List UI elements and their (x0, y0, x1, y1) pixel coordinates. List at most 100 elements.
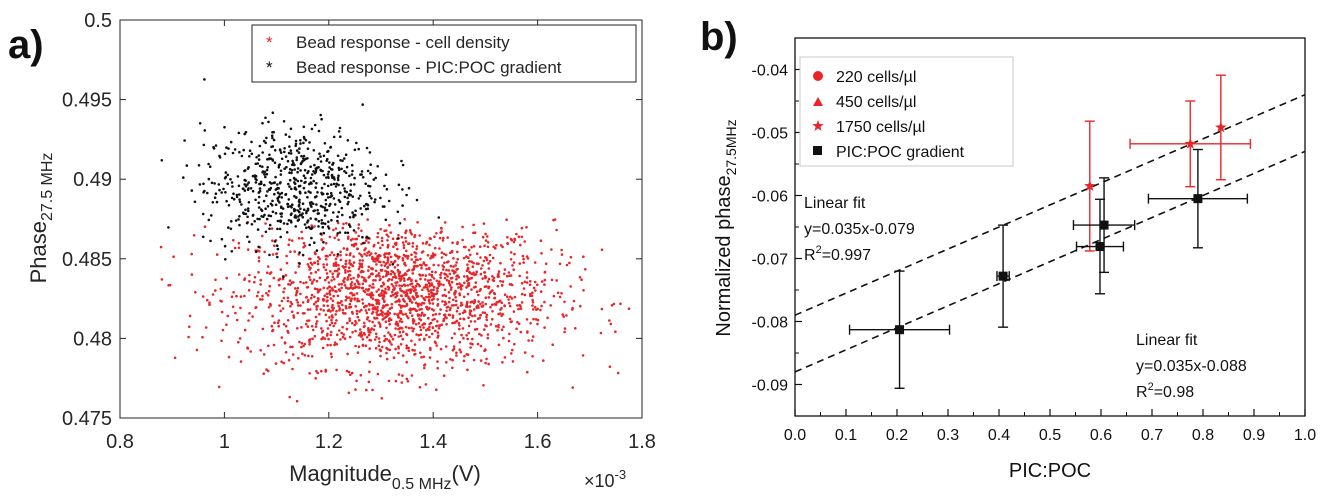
red-point (301, 352, 304, 356)
red-point (431, 313, 435, 317)
red-point (204, 326, 208, 329)
red-point (362, 289, 366, 293)
black-point (273, 192, 276, 196)
red-point (386, 285, 390, 289)
black-point (227, 147, 230, 150)
black-point (248, 155, 251, 158)
red-point (508, 283, 512, 286)
red-point (372, 259, 375, 263)
black-point (311, 202, 315, 206)
red-point (390, 302, 394, 306)
red-point (219, 287, 223, 291)
panel-a-letter: a) (8, 23, 44, 67)
red-point (526, 370, 529, 374)
red-point (375, 290, 379, 293)
red-point (334, 261, 338, 264)
red-point (278, 304, 281, 307)
red-point (337, 238, 340, 242)
black-point (267, 120, 270, 124)
red-point (496, 273, 500, 277)
red-point (267, 289, 271, 293)
black-point (302, 154, 306, 158)
red-point (201, 295, 205, 298)
black-point (359, 194, 362, 198)
red-point (310, 355, 314, 358)
red-point (614, 330, 617, 334)
red-point (483, 244, 486, 248)
panel-a-legend: * Bead response - cell density * Bead re… (251, 24, 637, 83)
red-point (533, 261, 537, 264)
red-point (411, 285, 415, 288)
red-point (425, 283, 429, 287)
red-point (469, 309, 473, 313)
red-point (443, 272, 446, 276)
red-point (434, 271, 437, 274)
black-point (305, 226, 308, 230)
red-point (411, 295, 415, 298)
red-point (350, 310, 354, 314)
red-point (404, 240, 408, 243)
red-point (520, 292, 524, 296)
black-point (286, 205, 290, 209)
red-point (345, 327, 349, 331)
red-point (445, 323, 448, 326)
red-point (337, 272, 341, 275)
red-point (529, 292, 532, 296)
black-point (328, 166, 331, 169)
black-point (383, 184, 386, 188)
red-point (463, 354, 466, 358)
black-point (264, 207, 267, 210)
black-point (287, 182, 290, 186)
black-point (277, 164, 281, 167)
red-point (379, 312, 382, 316)
red-point (500, 306, 503, 310)
red-point (335, 234, 339, 237)
black-point (247, 209, 250, 213)
red-point (543, 271, 547, 274)
red-point (324, 368, 328, 372)
x-tick-label: 0.7 (1141, 427, 1163, 444)
red-point (482, 222, 486, 225)
red-point (394, 327, 397, 330)
red-point (195, 348, 199, 352)
red-point (400, 284, 404, 288)
red-point (516, 304, 519, 307)
red-point (442, 265, 446, 269)
red-point (343, 284, 347, 287)
red-point (336, 275, 339, 278)
red-point (439, 273, 442, 277)
red-point (389, 231, 393, 234)
red-point (367, 250, 371, 253)
red-point (348, 317, 351, 320)
red-point (496, 284, 500, 288)
black-point (224, 171, 228, 174)
red-point (398, 320, 402, 323)
red-point (349, 277, 353, 281)
red-point (308, 275, 311, 279)
red-point (317, 290, 320, 293)
black-point (240, 203, 243, 206)
red-point (483, 328, 486, 331)
red-point (360, 264, 363, 267)
black-point (326, 175, 330, 179)
red-point (370, 291, 374, 295)
red-point (396, 269, 400, 272)
red-point (419, 328, 423, 332)
red-point (383, 253, 386, 257)
red-point (337, 288, 341, 291)
red-point (386, 310, 390, 313)
black-point (336, 178, 340, 182)
black-point (167, 226, 170, 229)
panel-b-ylabel-main: Normalized phase (713, 175, 735, 336)
black-point (326, 173, 330, 176)
red-point (404, 325, 408, 329)
red-point (350, 243, 354, 247)
red-point (331, 316, 334, 319)
red-point (413, 234, 417, 237)
red-point (248, 273, 251, 277)
red-point (305, 286, 309, 289)
red-point (509, 237, 513, 241)
red-point (412, 321, 415, 325)
red-point (423, 366, 426, 370)
